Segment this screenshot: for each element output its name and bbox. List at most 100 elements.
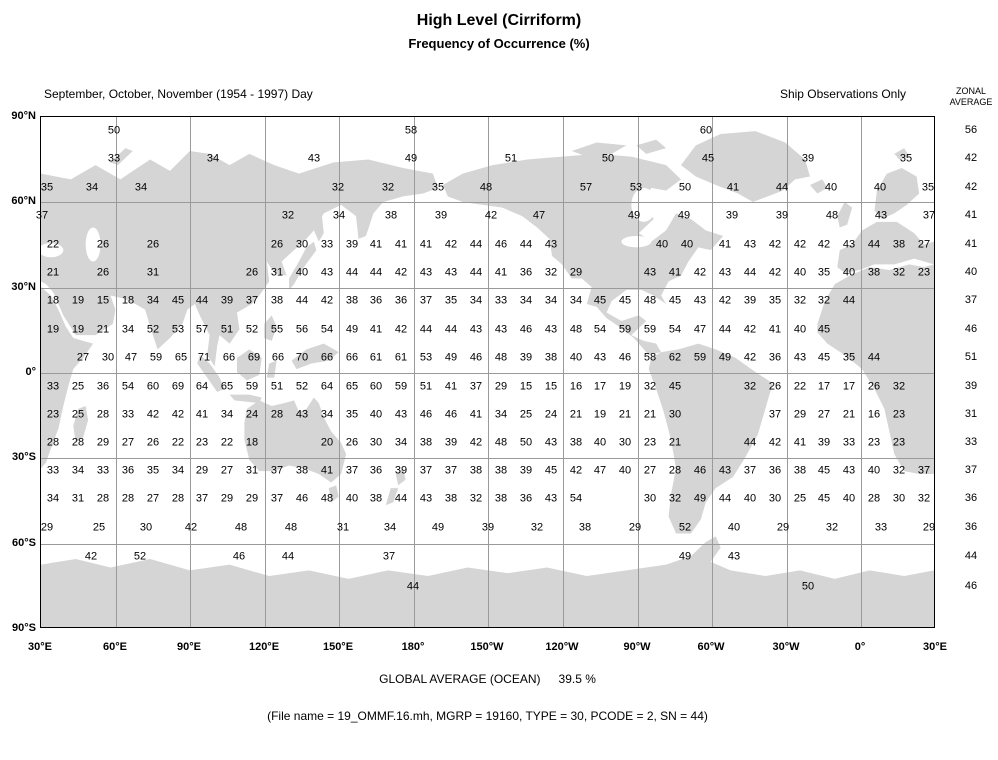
data-value: 44 (718, 323, 732, 336)
data-value: 37 (382, 550, 396, 563)
data-value: 44 (743, 266, 757, 279)
data-value: 37 (345, 464, 359, 477)
zonal-average-value: 42 (964, 181, 978, 193)
data-value: 39 (345, 238, 359, 251)
data-value: 41 (494, 266, 508, 279)
data-value: 36 (369, 294, 383, 307)
data-value: 36 (369, 464, 383, 477)
gridline-longitude (488, 117, 489, 627)
data-value: 18 (46, 294, 60, 307)
data-value: 45 (817, 492, 831, 505)
data-value: 21 (569, 408, 583, 421)
data-value: 65 (220, 380, 234, 393)
land-java (229, 394, 262, 404)
data-value: 16 (867, 408, 881, 421)
land-baffin (636, 139, 667, 154)
data-value: 37 (270, 492, 284, 505)
data-value: 30 (668, 408, 682, 421)
gridline-longitude (563, 117, 564, 627)
data-value: 21 (668, 436, 682, 449)
data-value: 42 (184, 521, 198, 534)
data-value: 40 (345, 492, 359, 505)
data-value: 58 (643, 351, 657, 364)
gridline-longitude (861, 117, 862, 627)
data-value: 59 (245, 380, 259, 393)
zonal-average-header: ZONAL AVERAGE (944, 86, 998, 108)
data-value: 32 (917, 492, 931, 505)
data-value: 48 (825, 209, 839, 222)
data-value: 35 (431, 181, 445, 194)
data-value: 44 (295, 294, 309, 307)
data-value: 21 (96, 323, 110, 336)
longitude-label: 60°E (103, 641, 127, 653)
data-value: 37 (245, 294, 259, 307)
data-value: 19 (71, 294, 85, 307)
data-value: 42 (718, 294, 732, 307)
data-value: 32 (331, 181, 345, 194)
data-value: 28 (96, 408, 110, 421)
data-value: 34 (469, 294, 483, 307)
data-value: 28 (96, 492, 110, 505)
data-value: 42 (743, 351, 757, 364)
data-value: 66 (222, 351, 236, 364)
data-value: 41 (718, 238, 732, 251)
data-value: 49 (627, 209, 641, 222)
data-value: 34 (383, 521, 397, 534)
global-average-value: 39.5 % (558, 672, 596, 686)
data-value: 39 (519, 351, 533, 364)
longitude-label: 60°W (697, 641, 725, 653)
data-value: 26 (146, 238, 160, 251)
data-value: 41 (320, 464, 334, 477)
data-value: 38 (892, 238, 906, 251)
data-value: 44 (842, 294, 856, 307)
data-value: 35 (444, 294, 458, 307)
data-value: 15 (544, 380, 558, 393)
longitude-label: 90°W (623, 641, 651, 653)
data-value: 50 (519, 436, 533, 449)
data-value: 46 (419, 408, 433, 421)
data-value: 19 (71, 323, 85, 336)
data-value: 45 (701, 152, 715, 165)
data-value: 40 (295, 266, 309, 279)
data-value: 42 (320, 294, 334, 307)
data-value: 37 (195, 492, 209, 505)
data-value: 37 (768, 408, 782, 421)
data-value: 41 (793, 436, 807, 449)
data-value: 42 (793, 238, 807, 251)
world-map (41, 131, 934, 627)
data-value: 29 (40, 521, 54, 534)
land-africa-west (817, 264, 934, 474)
data-value: 34 (519, 294, 533, 307)
data-value: 42 (469, 436, 483, 449)
data-value: 70 (295, 351, 309, 364)
data-value: 46 (295, 492, 309, 505)
map-area: 50 58 60 33 34 43 49 51 50 45 39 35 35 34 34 32 32 35 48 57… (36, 116, 935, 628)
chart-title: High Level (Cirriform) (416, 12, 582, 29)
data-value: 44 (281, 550, 295, 563)
latitude-label: 60°S (12, 537, 36, 549)
zonal-header-line2: AVERAGE (949, 97, 993, 107)
data-value: 41 (768, 323, 782, 336)
zonal-average-value: 51 (964, 351, 978, 363)
data-value: 19 (593, 408, 607, 421)
data-value: 24 (245, 408, 259, 421)
data-value: 43 (643, 266, 657, 279)
data-value: 43 (718, 266, 732, 279)
global-average-label: GLOBAL AVERAGE (OCEAN) (379, 672, 541, 686)
data-value: 38 (569, 436, 583, 449)
data-value: 48 (284, 521, 298, 534)
data-value: 35 (817, 266, 831, 279)
data-value: 28 (668, 464, 682, 477)
land-svalbard (894, 148, 910, 160)
data-value: 42 (394, 266, 408, 279)
data-value: 32 (381, 181, 395, 194)
data-value: 48 (234, 521, 248, 534)
data-value: 25 (71, 408, 85, 421)
data-value: 59 (149, 351, 163, 364)
data-value: 45 (817, 351, 831, 364)
data-value: 31 (270, 266, 284, 279)
data-value: 26 (345, 436, 359, 449)
data-value: 48 (643, 294, 657, 307)
gridline-latitude (41, 458, 934, 459)
